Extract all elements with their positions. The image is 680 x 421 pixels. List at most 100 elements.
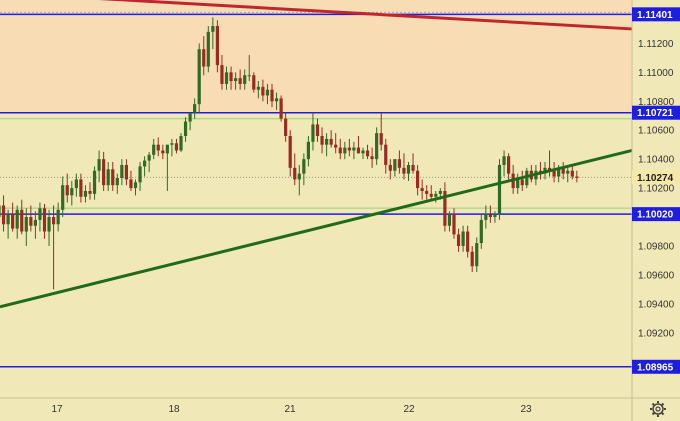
candle [516,173,520,194]
candle-body [24,217,28,232]
candle [365,144,370,160]
candle [575,170,579,183]
top-zone [0,0,632,15]
candle [520,170,524,191]
candle [20,199,24,235]
candle-body [156,144,160,151]
candle [247,54,251,82]
candle [379,112,383,151]
candle [420,179,424,200]
candle [561,162,565,180]
level-badge-text: 1.10020 [637,210,674,221]
candle [466,225,470,258]
candle-body [479,219,483,244]
y-tick-label: 1.09800 [638,241,675,252]
candle-body [288,136,292,168]
candle-body [256,86,260,90]
candle [79,173,83,203]
candle-body [320,136,324,145]
current-price-badge [632,170,680,185]
candle-body [452,214,456,235]
candle [461,225,465,252]
green-trendline [0,149,633,309]
candle-body [365,150,370,157]
candle [220,54,224,90]
candle [302,153,306,186]
candle-body [165,144,169,154]
candle [329,130,333,148]
candle-body [484,214,488,220]
candle-body [466,231,470,252]
candle-body [507,156,511,174]
candle [143,156,147,177]
candle-body [133,182,138,189]
candle [1,195,6,232]
candle [479,214,483,249]
candle [74,173,78,197]
candle-body [434,193,438,197]
candle [238,69,242,90]
candle [11,202,15,232]
candle [402,153,406,180]
candle-body [220,65,224,84]
candle-body [284,118,288,137]
candle [202,36,206,76]
candle-body [334,144,338,148]
candle-body [411,164,415,171]
candle-body [502,156,506,165]
candle-body [47,217,51,232]
candle [47,209,51,246]
candle [197,43,201,113]
x-tick-label: 17 [51,404,63,415]
candle-body [52,217,56,225]
candle-body [143,160,147,167]
trend-layer [0,0,633,309]
candle-body [493,214,497,218]
candle-body [179,136,183,151]
candle-body [297,173,301,180]
candle [224,66,229,90]
candle-body [252,75,256,90]
candle-body [470,251,474,267]
candle [270,83,274,108]
candle [356,136,361,154]
red-trendline [98,0,633,31]
gear-icon[interactable] [650,401,666,417]
candle [124,159,128,186]
candle-body [406,164,411,174]
candle-body [575,176,579,178]
candle-body [325,138,329,145]
candle-body [38,208,42,220]
candle-body [6,214,10,225]
x-tick-label: 21 [284,404,296,415]
level-badge [632,359,680,374]
candle-body [425,190,429,194]
candle-body [29,217,33,226]
candle [165,144,169,191]
candle [15,205,19,239]
candle-body [547,167,552,171]
candle-body [115,177,119,186]
candle-body [516,179,520,189]
candle [83,185,88,203]
candle-body [111,169,115,186]
candle-body [247,75,251,77]
candle [138,162,142,191]
level-badge [632,7,680,22]
candle [484,205,488,229]
candle-body [352,147,356,151]
candle [211,17,215,50]
candle-body [79,179,83,197]
candle-body [520,179,524,186]
candle-body [361,150,365,154]
candle [434,190,438,203]
candle [375,127,379,165]
candle-body [234,78,238,82]
candle [447,211,452,232]
upper-zone [0,14,632,113]
candle-body [129,179,133,189]
candle [325,133,329,157]
